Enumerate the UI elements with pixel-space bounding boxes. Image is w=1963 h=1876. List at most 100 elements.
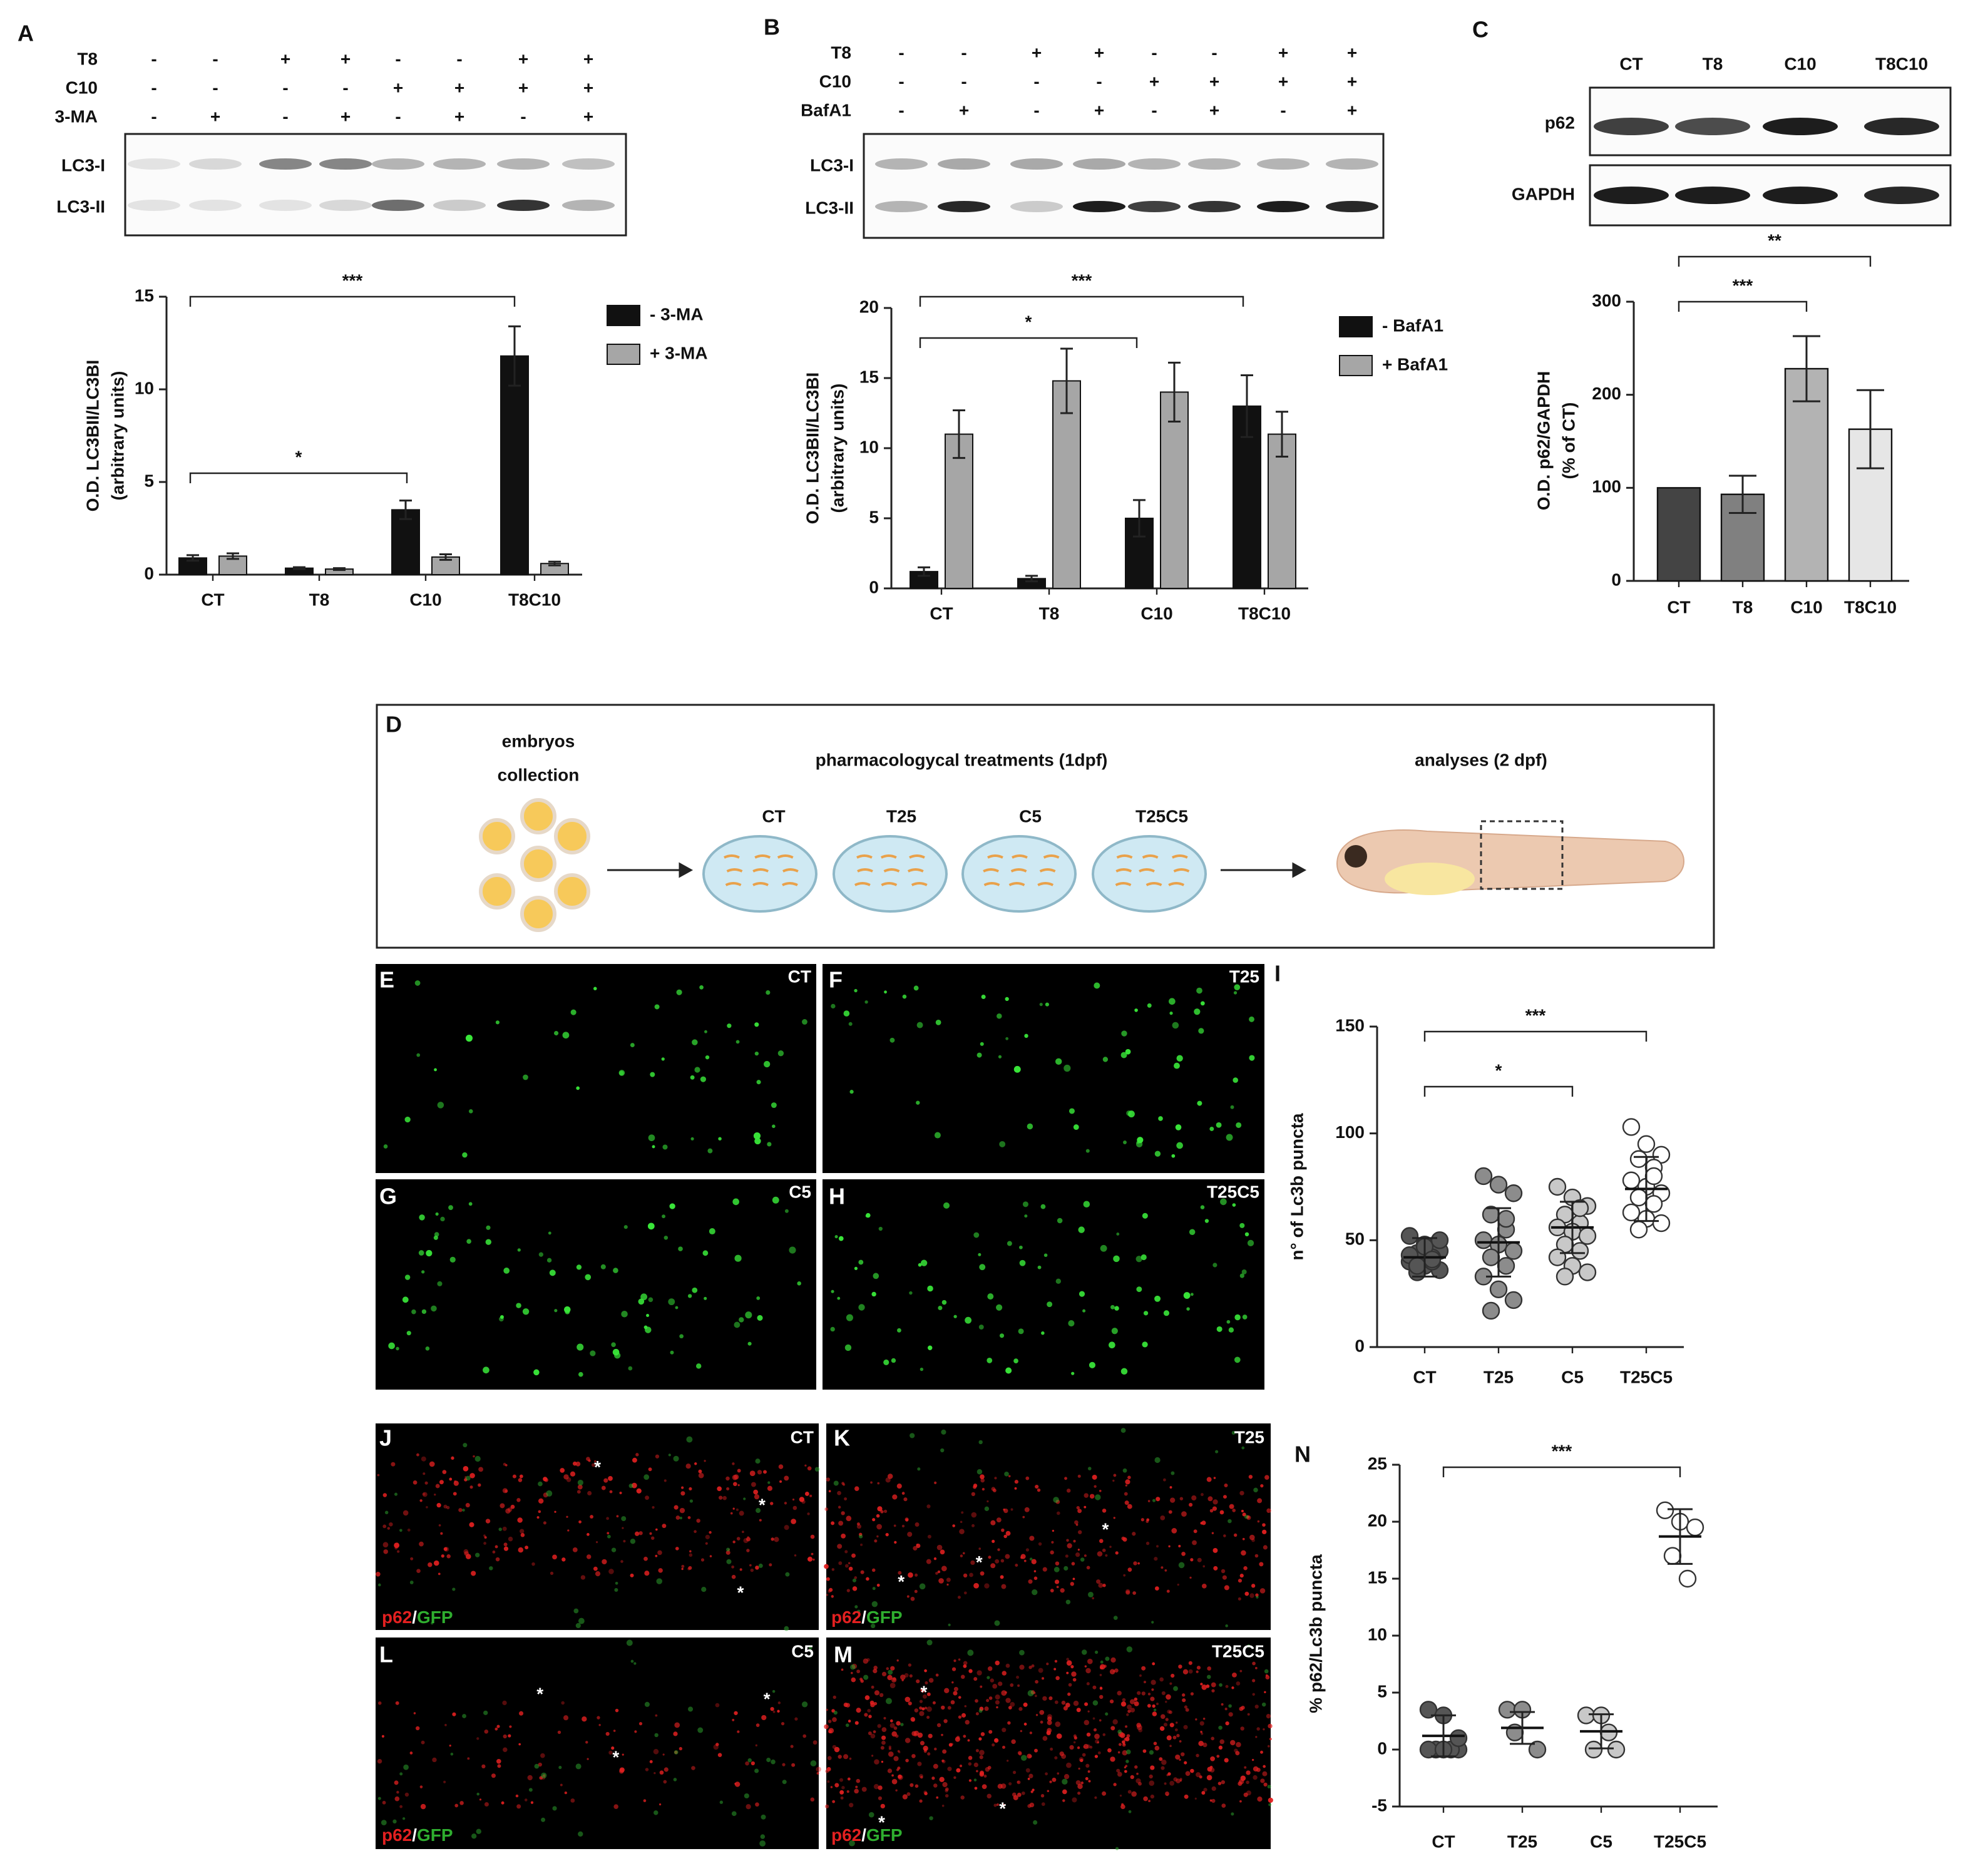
p62-signal [807,1557,811,1561]
micrograph [376,964,816,1173]
p62-signal [382,1800,386,1805]
p62-signal [848,1566,853,1571]
p62-signal [1181,1752,1185,1756]
p62-signal [924,1791,928,1796]
gfp-signal [628,1484,633,1489]
p62-signal [1152,1662,1156,1666]
lc3b-punctum [1055,1278,1062,1284]
p62-signal [855,1785,858,1788]
image-condition: CT [788,966,811,986]
gfp-signal [948,1623,951,1627]
gfp-signal [1267,1785,1271,1789]
legend-label: - BafA1 [1382,315,1443,335]
x-tick-label: T8C10 [1238,603,1291,623]
lc3b-punctum [756,1080,761,1085]
gfp-signal [976,1469,983,1475]
lc3b-punctum [846,1314,853,1321]
error-bar [1060,347,1073,414]
p62-signal [1164,1782,1167,1785]
p62-signal [1077,1791,1081,1795]
p62-signal [687,1567,691,1571]
data-point [1637,1135,1656,1153]
lc3b-punctum [909,1291,913,1295]
p62-signal [1182,1669,1189,1675]
p62-signal [1199,1721,1204,1726]
gfp-signal [940,1448,945,1453]
p62-signal [1190,1692,1194,1696]
p62-signal [908,1663,912,1667]
p62-signal [1122,1740,1125,1744]
p62-signal [1188,1669,1193,1674]
p62-signal [1164,1569,1167,1572]
gfp-signal [403,1764,409,1770]
p62-signal [1171,1528,1177,1534]
p62-signal [1202,1584,1207,1589]
p62-signal [1028,1773,1033,1778]
y-tick-label: 0 [1377,1738,1387,1758]
band-label: LC3-I [810,155,854,175]
p62-signal [1239,1574,1244,1578]
stain-name: GFP [417,1825,453,1845]
p62-signal [982,1784,987,1790]
p62-signal [616,1515,619,1518]
p62-signal [1137,1562,1140,1565]
p62-signal [1119,1733,1125,1738]
p62-signal [998,1681,1003,1686]
p62-signal [1025,1548,1030,1552]
p62-signal [746,1549,750,1552]
p62-signal [680,1491,685,1496]
lc3b-punctum [916,1100,920,1105]
p62-signal [1042,1736,1048,1741]
lc3b-punctum [517,1248,521,1252]
data-point [1571,1242,1589,1260]
p62-signal [826,1577,830,1581]
significance-label: ** [1768,230,1781,250]
data-point [1474,1167,1493,1186]
lc3b-punctum [1197,1100,1202,1106]
gfp-signal [476,1828,481,1835]
p62-signal [1231,1686,1234,1689]
p62-signal [900,1674,906,1680]
p62-signal [1238,1597,1241,1601]
p62-signal [1099,1719,1102,1722]
lc3b-punctum [1226,1320,1231,1324]
p62-signal [1011,1739,1016,1745]
gfp-signal [399,1772,403,1776]
stain-label: p62/GFP [831,1607,903,1627]
p62-signal [1077,1509,1082,1514]
gfp-signal [534,1763,540,1769]
panel-label: M [834,1642,853,1668]
p62-signal [1209,1509,1214,1513]
p62-signal [688,1566,692,1570]
gfp-signal [1033,1820,1038,1825]
p62-signal [942,1781,948,1788]
p62-signal [1084,1505,1087,1509]
p62-signal [1189,1576,1192,1579]
gfp-signal [731,1811,737,1817]
p62-signal [1137,1691,1141,1695]
p62-signal [1127,1790,1132,1794]
condition-sign: - [395,49,401,68]
p62-signal [866,1577,869,1581]
p62-signal [1073,1700,1079,1706]
lc3b-punctum [784,1209,789,1213]
p62-signal [772,1710,776,1713]
p62-signal [1179,1497,1184,1500]
p62-signal [704,1460,706,1462]
p62-signal [916,1544,918,1546]
error-bar [1241,374,1253,438]
p62-signal [1054,1579,1060,1584]
p62-signal [527,1775,533,1781]
p62-signal [739,1568,742,1571]
gfp-signal [987,1676,990,1679]
condition-sign: + [1278,43,1288,62]
data-point [1678,1569,1697,1588]
gfp-signal [967,1649,974,1656]
gfp-signal [1105,1656,1110,1661]
p62-signal [757,1470,762,1475]
y-tick-label: 100 [1592,477,1621,496]
gfp-signal [1171,1471,1175,1475]
gfp-signal [854,1605,858,1609]
p62-signal [566,1515,568,1518]
